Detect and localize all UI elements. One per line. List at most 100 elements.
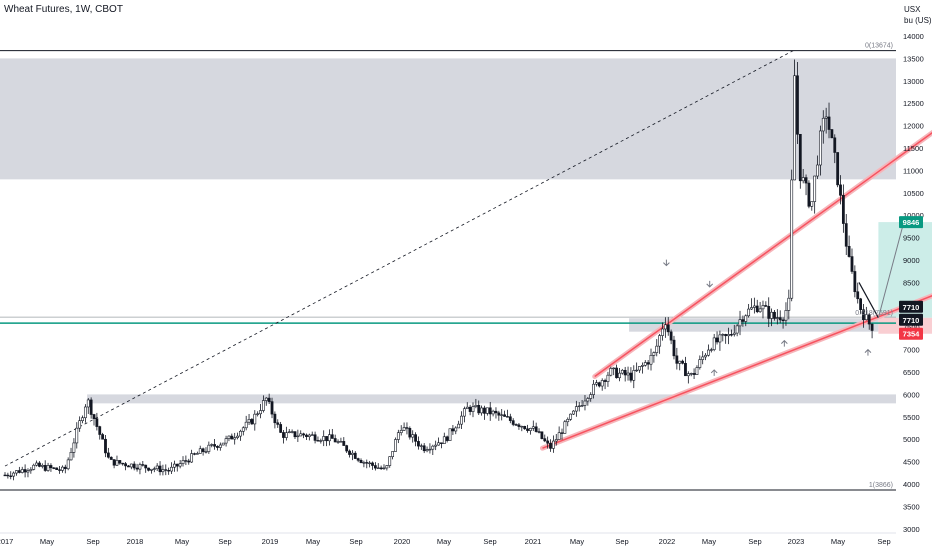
candle-body	[434, 444, 438, 447]
candle-body	[92, 414, 96, 419]
candle-body	[563, 421, 567, 434]
candle-body	[144, 464, 148, 469]
candle-body	[442, 436, 446, 444]
candle-body	[345, 445, 349, 452]
time-tick-label: May	[437, 537, 451, 546]
candle-body	[801, 177, 805, 182]
candle-body	[431, 445, 435, 450]
candle-body	[302, 433, 306, 436]
candle-body	[75, 427, 79, 444]
current-price-badge-2: 7710	[903, 316, 920, 325]
candle-body	[313, 434, 317, 441]
candle-body	[83, 406, 87, 419]
candle-body	[322, 436, 326, 441]
candle-body	[195, 453, 199, 455]
support-zone-mid	[629, 318, 879, 332]
candle-body	[391, 451, 395, 457]
candle-body	[841, 195, 845, 224]
candle-body	[566, 419, 570, 423]
candle-body	[474, 404, 478, 407]
candle-body	[158, 465, 162, 473]
price-tick-label: 13500	[903, 54, 924, 63]
candle-body	[270, 401, 274, 415]
candle-body	[847, 245, 851, 257]
candle-body	[72, 442, 76, 453]
fib-618-label: 0.618(7591)	[855, 310, 893, 317]
candle-body	[615, 367, 618, 379]
time-tick-label: May	[306, 537, 320, 546]
candle-body	[276, 422, 280, 425]
candle-body	[787, 297, 791, 311]
candle-body	[652, 352, 656, 356]
candle-body	[250, 419, 254, 425]
candle-body	[138, 464, 142, 470]
candle-body	[755, 305, 759, 313]
price-tick-label: 3500	[903, 502, 920, 511]
candle-body	[230, 435, 234, 440]
time-tick-label: 2019	[262, 537, 279, 546]
annotations-layer: 0(13674) 0.618(7591) 1(3866)	[663, 43, 908, 489]
candle-body	[187, 460, 191, 463]
axis-currency: USX	[904, 5, 921, 14]
candle-body	[259, 410, 262, 415]
candle-body	[362, 462, 366, 464]
candle-body	[827, 116, 831, 130]
candle-body	[141, 464, 145, 466]
current-price-badge-bg	[899, 300, 923, 313]
time-tick-label: Sep	[349, 537, 362, 546]
resistance-zone	[0, 58, 896, 180]
time-tick-label: May	[702, 537, 716, 546]
candle-body	[40, 465, 44, 467]
time-axis[interactable]: 2017 May Sep 2018 May Sep 2019 May Sep 2020 May Sep…	[0, 532, 896, 546]
candle-body	[451, 428, 455, 432]
time-tick-label: Sep	[748, 537, 761, 546]
candle-body	[506, 416, 509, 418]
candle-body	[658, 335, 662, 347]
candle-body	[724, 334, 728, 337]
candle-body	[264, 397, 268, 401]
candle-body	[253, 413, 257, 425]
candle-body	[12, 472, 16, 477]
fib-bottom-label: 1(3866)	[869, 482, 893, 489]
candle-body	[296, 435, 300, 438]
candle-body	[428, 448, 432, 451]
candle-body	[551, 440, 555, 449]
candle-body	[422, 445, 426, 452]
candle-body	[348, 450, 351, 455]
candle-body	[43, 465, 47, 471]
candle-body	[526, 428, 529, 431]
candle-body	[793, 75, 796, 181]
candle-body	[500, 414, 504, 416]
candle-body	[718, 334, 722, 343]
price-tick-label: 10500	[903, 189, 924, 198]
candle-body	[388, 456, 392, 466]
candle-body	[95, 418, 99, 427]
candle-body	[864, 314, 868, 321]
candle-body	[460, 415, 463, 425]
candle-body	[684, 363, 687, 377]
candle-body	[732, 332, 736, 335]
price-tick-label: 12000	[903, 122, 924, 131]
candle-body	[540, 431, 544, 439]
price-tick-label: 5500	[903, 413, 920, 422]
candle-body	[572, 410, 575, 415]
channel-lower-line	[542, 295, 932, 449]
candle-body	[494, 410, 498, 414]
candle-body	[738, 319, 742, 327]
candle-body	[529, 428, 532, 431]
candle-body	[135, 467, 139, 470]
candle-body	[15, 470, 18, 474]
candle-body	[626, 372, 630, 376]
price-tick-label: 11000	[903, 166, 923, 175]
candle-body	[437, 442, 440, 446]
candle-body	[351, 452, 354, 455]
candle-body	[368, 462, 372, 465]
candle-body	[115, 460, 119, 466]
candle-body	[333, 438, 337, 443]
target-price-badge: 9846	[903, 218, 920, 227]
candle-body	[287, 431, 291, 433]
candle-body	[284, 432, 288, 438]
candle-body	[342, 441, 346, 446]
price-tick-label: 7000	[903, 346, 920, 355]
